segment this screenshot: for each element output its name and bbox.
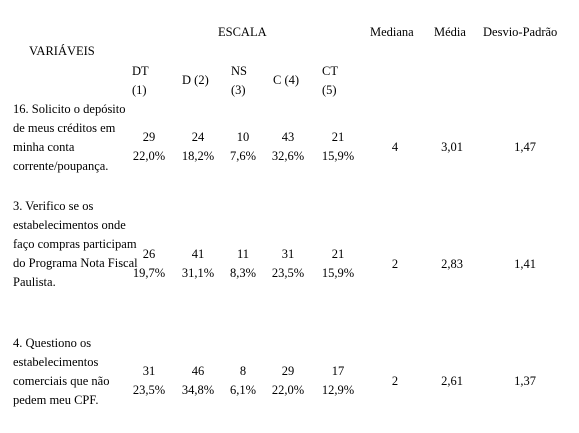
scale-cell: 10 7,6% [229, 130, 257, 163]
scale-cell: 24 18,2% [181, 130, 215, 163]
stddev-header: Desvio-Padrão [483, 25, 558, 39]
scale-cell: 29 22,0% [132, 130, 166, 163]
scale-cell: 8 6,1% [229, 364, 257, 397]
median-value: 2 [391, 257, 399, 271]
scale-cell: 21 15,9% [321, 247, 355, 280]
mean-value: 3,01 [441, 140, 463, 154]
median-value: 4 [391, 140, 399, 154]
scale-col-dt: DT (1) [132, 64, 149, 97]
scale-col-d: D (2) [182, 73, 209, 87]
scale-cell: 29 22,0% [271, 364, 305, 397]
stddev-value: 1,41 [514, 257, 536, 271]
scale-cell: 46 34,8% [181, 364, 215, 397]
mean-value: 2,61 [441, 374, 463, 388]
scale-col-ct: CT (5) [322, 64, 338, 97]
variable-label: 4. Questiono os estabelecimentos comerci… [13, 336, 110, 407]
scale-cell: 43 32,6% [271, 130, 305, 163]
scale-cell: 31 23,5% [271, 247, 305, 280]
variable-label: 16. Solicito o depósito de meus créditos… [13, 102, 126, 173]
stddev-value: 1,37 [514, 374, 536, 388]
scale-cell: 31 23,5% [132, 364, 166, 397]
scale-cell: 11 8,3% [229, 247, 257, 280]
scale-header: ESCALA [218, 25, 267, 39]
median-value: 2 [391, 374, 399, 388]
stddev-value: 1,47 [514, 140, 536, 154]
scale-cell: 41 31,1% [181, 247, 215, 280]
mean-value: 2,83 [441, 257, 463, 271]
mean-header: Média [434, 25, 466, 39]
scale-cell: 21 15,9% [321, 130, 355, 163]
scale-col-ns: NS (3) [231, 64, 247, 97]
variables-header: VARIÁVEIS [29, 44, 95, 58]
scale-col-c: C (4) [273, 73, 300, 87]
scale-cell: 17 12,9% [321, 364, 355, 397]
scale-cell: 26 19,7% [132, 247, 166, 280]
median-header: Mediana [370, 25, 414, 39]
variable-label: 3. Verifico se os estabelecimentos onde … [13, 199, 138, 289]
